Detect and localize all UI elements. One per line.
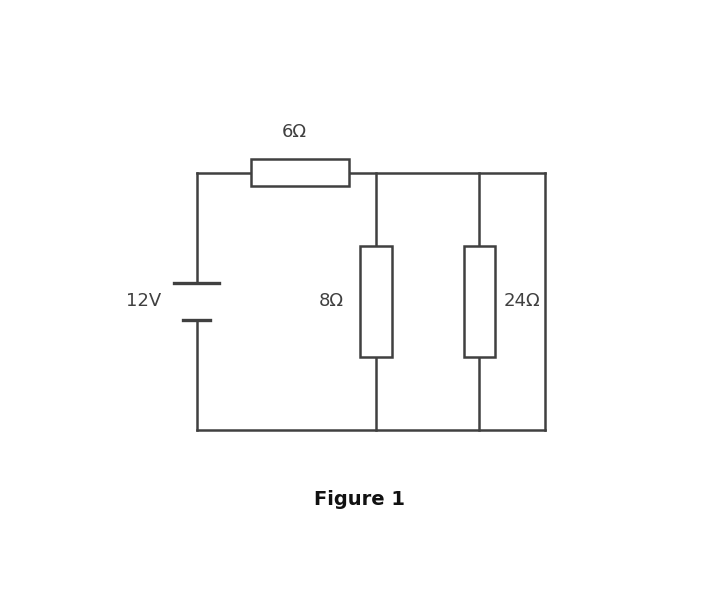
Bar	[251, 159, 349, 186]
Text: 8Ω: 8Ω	[319, 293, 344, 310]
Bar	[464, 247, 495, 356]
Text: Figure 1: Figure 1	[314, 490, 405, 509]
Text: 6Ω: 6Ω	[282, 123, 307, 141]
Bar	[360, 247, 392, 356]
Text: 12V: 12V	[126, 293, 161, 310]
Text: 24Ω: 24Ω	[503, 293, 540, 310]
